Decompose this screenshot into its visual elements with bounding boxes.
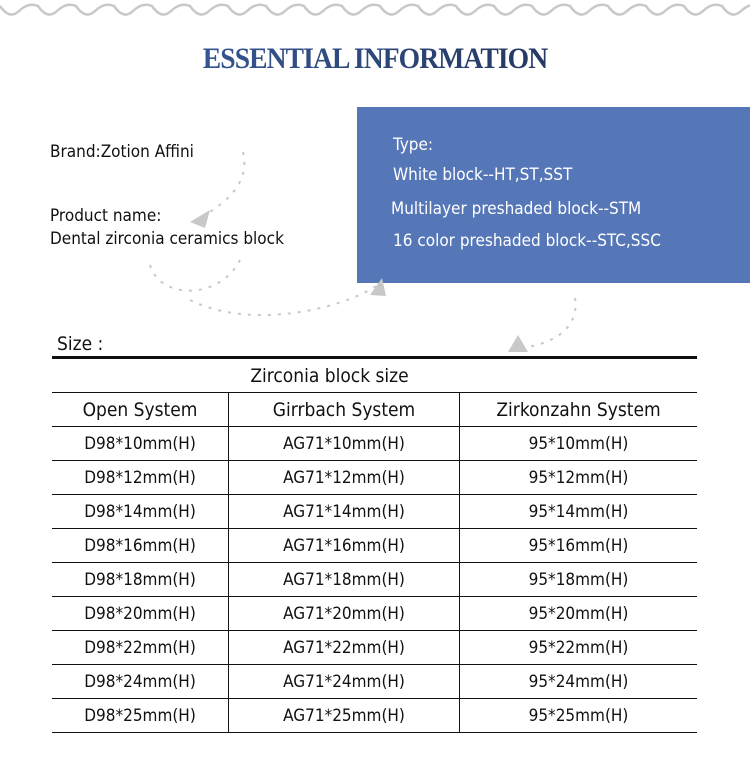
table-cell: D98*20mm(H) [52,596,229,631]
table-cell: 95*20mm(H) [459,596,697,631]
product-label: Product name: [50,206,162,226]
brand-text: Brand:Zotion Affini [50,142,194,162]
table-cell: AG71*14mm(H) [228,494,460,529]
table-cell: 95*14mm(H) [459,494,697,529]
table-cell: 95*18mm(H) [459,562,697,597]
type-line: 16 color preshaded block--STC,SSC [393,231,661,251]
wave-border-decoration [0,3,750,16]
table-cell: D98*16mm(H) [52,528,229,563]
table-cell: AG71*25mm(H) [228,698,460,733]
table-row: D98*24mm(H) AG71*24mm(H) 95*24mm(H) [52,664,697,699]
table-cell: 95*25mm(H) [459,698,697,733]
table-row: D98*12mm(H) AG71*12mm(H) 95*12mm(H) [52,460,697,495]
table-row: D98*18mm(H) AG71*18mm(H) 95*18mm(H) [52,562,697,597]
column-header: Open System [52,392,229,427]
table-row: D98*10mm(H) AG71*10mm(H) 95*10mm(H) [52,426,697,461]
table-cell: AG71*22mm(H) [228,630,460,665]
table-cell: AG71*20mm(H) [228,596,460,631]
product-name: Dental zirconia ceramics block [50,229,284,249]
dashed-arrows-decoration [149,151,577,352]
table-cell: 95*22mm(H) [459,630,697,665]
type-panel [357,107,750,283]
table-cell: AG71*12mm(H) [228,460,460,495]
table-cell: 95*12mm(H) [459,460,697,495]
table-cell: AG71*24mm(H) [228,664,460,699]
table-row: D98*20mm(H) AG71*20mm(H) 95*20mm(H) [52,596,697,631]
type-line: Multilayer preshaded block--STM [391,199,642,219]
table-cell: D98*18mm(H) [52,562,229,597]
table-cell: 95*16mm(H) [459,528,697,563]
table-cell: D98*10mm(H) [52,426,229,461]
table-cell: 95*10mm(H) [459,426,697,461]
table-cell: D98*25mm(H) [52,698,229,733]
type-label: Type: [393,135,434,155]
table-cell: AG71*16mm(H) [228,528,460,563]
column-header: Zirkonzahn System [459,392,697,427]
table-row: D98*16mm(H) AG71*16mm(H) 95*16mm(H) [52,528,697,563]
size-label: Size : [57,333,104,355]
table-cell: D98*24mm(H) [52,664,229,699]
table-cell: AG71*10mm(H) [228,426,460,461]
type-line: White block--HT,ST,SST [393,165,573,185]
size-table: Zirconia block size Open System Girrbach… [52,356,697,733]
table-row: D98*25mm(H) AG71*25mm(H) 95*25mm(H) [52,698,697,733]
table-cell: D98*12mm(H) [52,460,229,495]
table-cell: AG71*18mm(H) [228,562,460,597]
table-row: D98*22mm(H) AG71*22mm(H) 95*22mm(H) [52,630,697,665]
table-cell: 95*24mm(H) [459,664,697,699]
table-caption: Zirconia block size [52,356,697,393]
table-row: D98*14mm(H) AG71*14mm(H) 95*14mm(H) [52,494,697,529]
column-header: Girrbach System [228,392,460,427]
table-cell: D98*22mm(H) [52,630,229,665]
page-title: ESSENTIAL INFORMATION [30,42,720,76]
table-cell: D98*14mm(H) [52,494,229,529]
